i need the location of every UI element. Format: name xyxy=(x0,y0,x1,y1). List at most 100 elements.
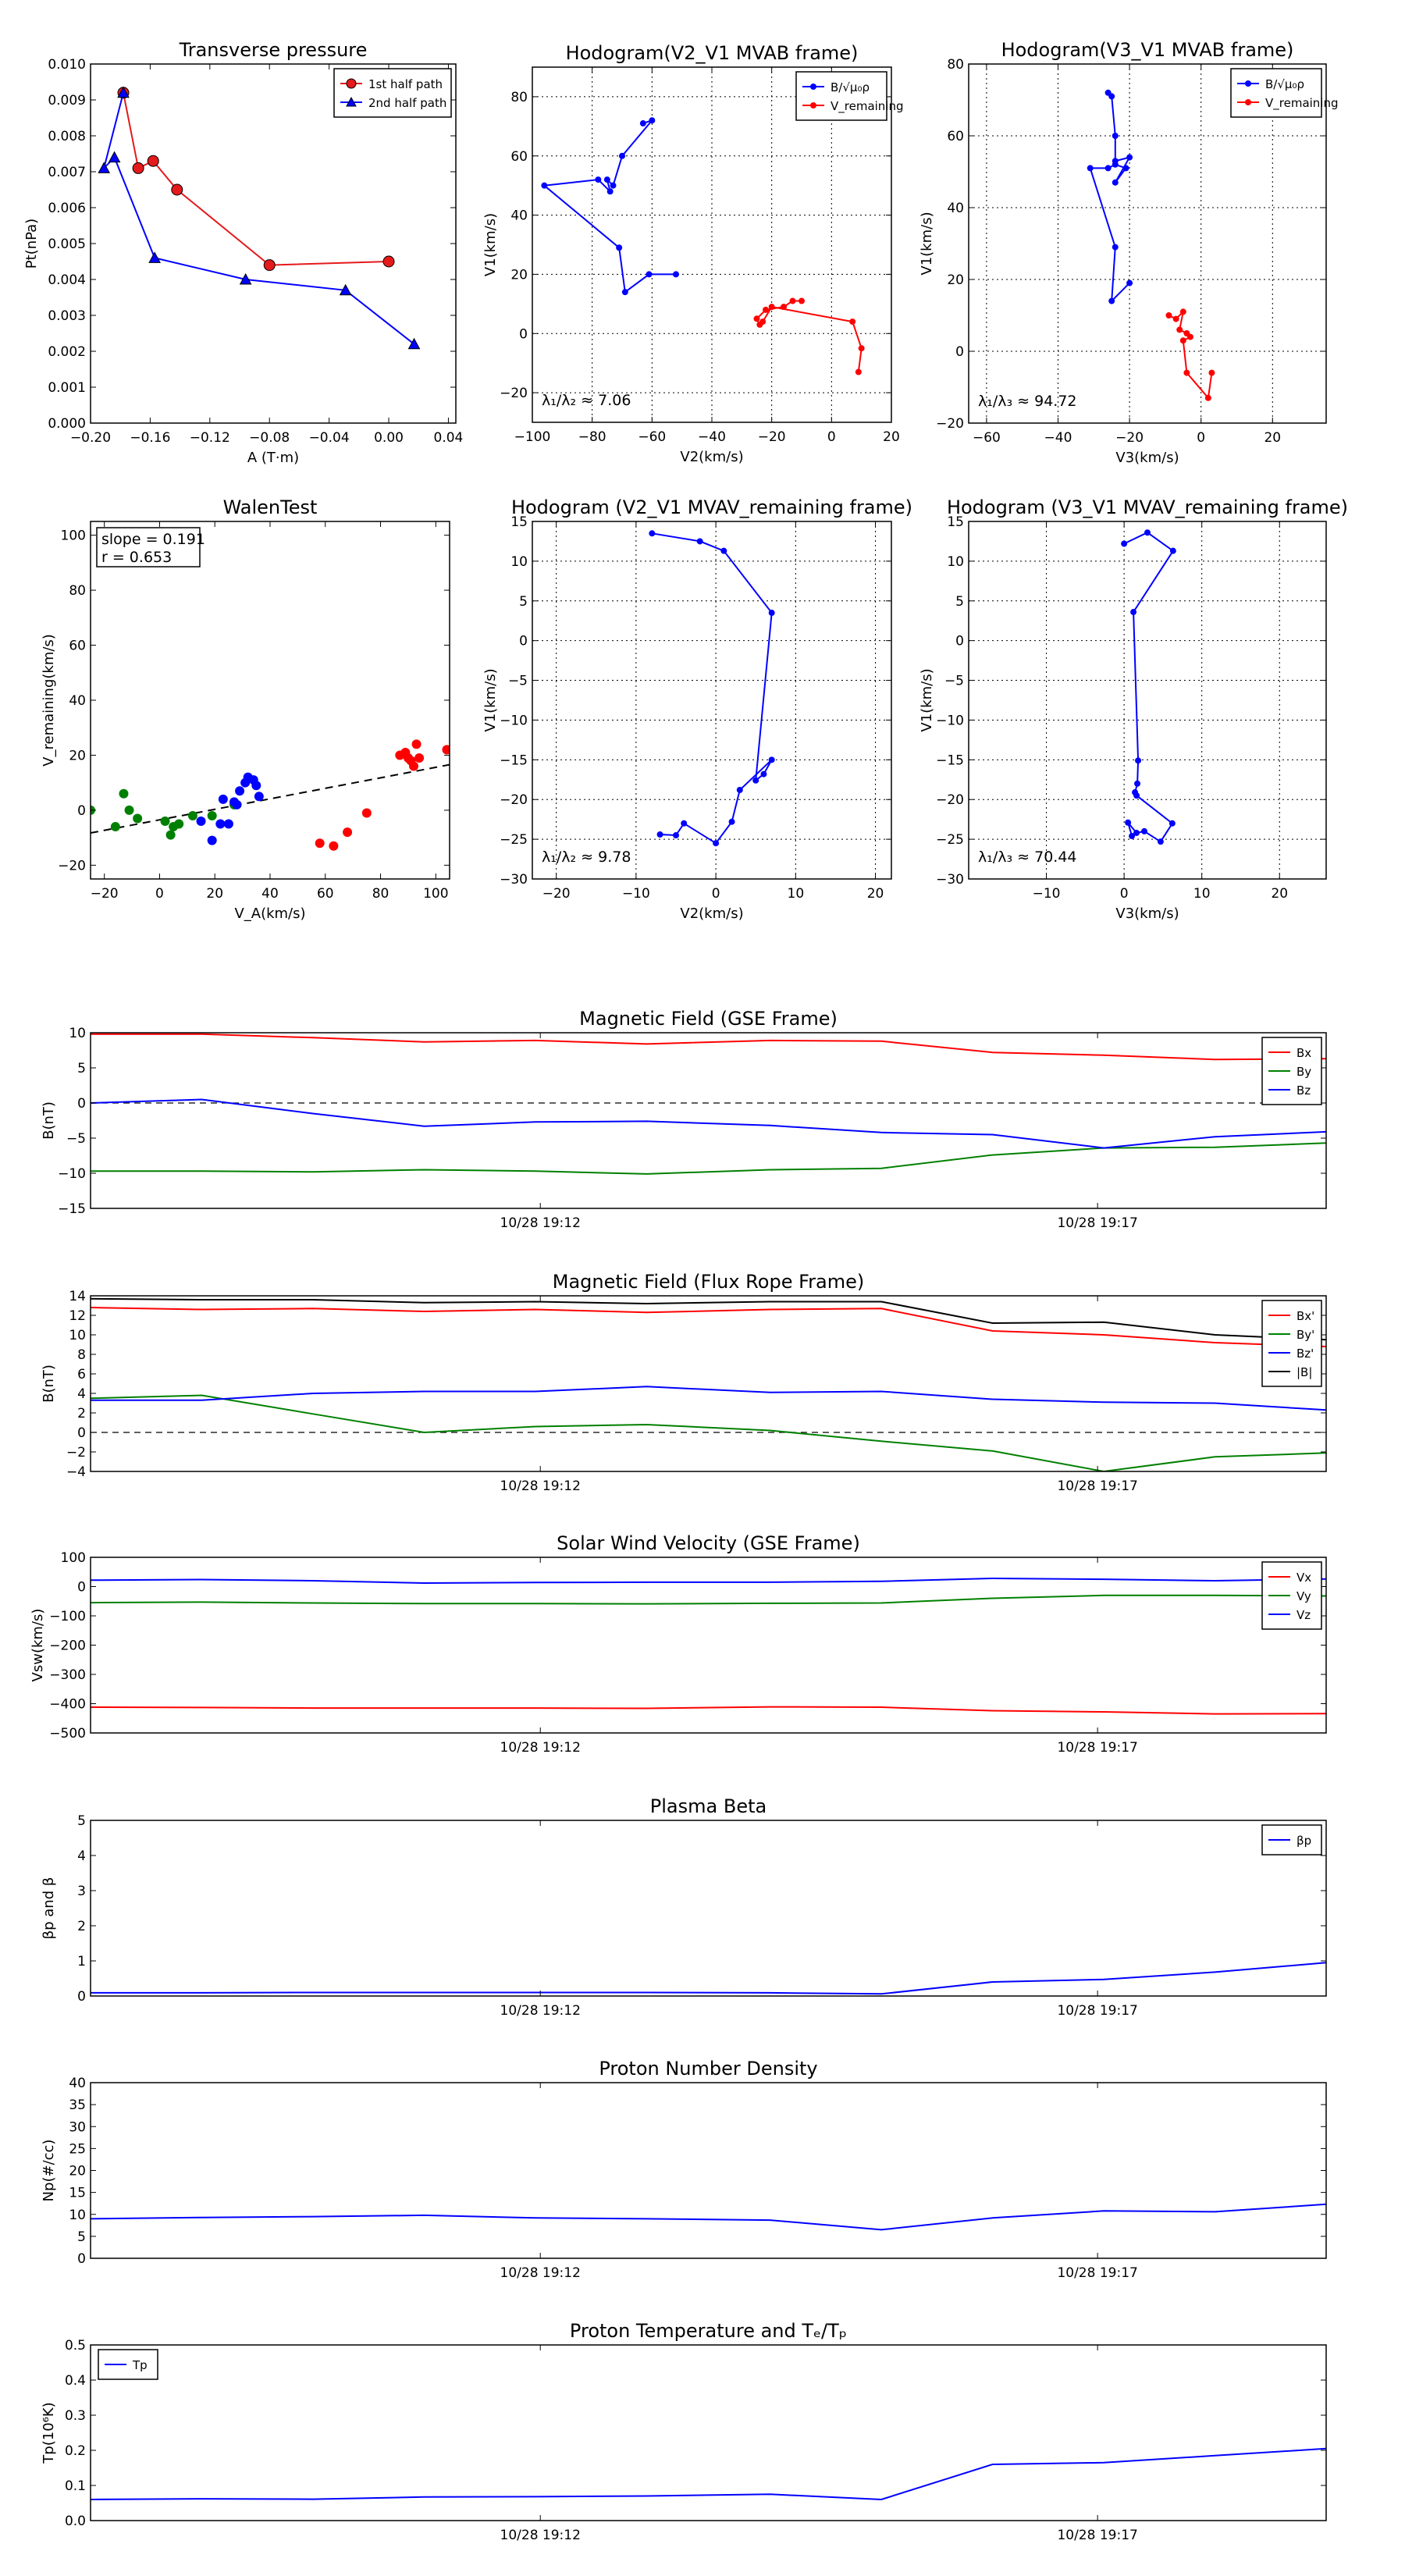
y-tick-label: 2 xyxy=(77,1406,86,1421)
series-line-0 xyxy=(1123,532,1175,843)
series-line-1sthalfpath xyxy=(123,92,389,266)
x-axis-label: A (T·m) xyxy=(247,450,299,466)
data-point xyxy=(1134,780,1141,787)
plot-frame xyxy=(90,521,450,880)
data-point xyxy=(1129,833,1136,840)
y-tick-label: 0.003 xyxy=(48,308,86,324)
y-tick-label: 0.1 xyxy=(65,2478,86,2494)
data-point xyxy=(713,840,720,847)
data-point xyxy=(119,788,129,799)
legend-label: B/√μ₀ρ xyxy=(1265,77,1304,91)
y-tick-label: 40 xyxy=(510,208,528,224)
ratio-annotation: λ₁/λ₂ ≈ 9.78 xyxy=(542,849,631,866)
data-point xyxy=(753,315,760,322)
y-tick-label: 0.2 xyxy=(65,2443,86,2459)
y-tick-label: 0.0 xyxy=(65,2514,86,2529)
data-point xyxy=(124,805,134,815)
x-tick-label: 0 xyxy=(1197,430,1205,446)
legend: B/√μ₀ρ V_remaining xyxy=(1230,68,1339,118)
data-point xyxy=(442,745,450,755)
y-tick-label: 0.007 xyxy=(48,165,86,180)
y-tick-label: 0 xyxy=(955,344,964,360)
data-point xyxy=(673,832,679,839)
x-tick-label: −0.20 xyxy=(70,430,111,446)
legend-label: Vz xyxy=(1297,1608,1311,1622)
y-tick-label: 0 xyxy=(519,326,528,342)
legend-marker xyxy=(1245,80,1251,87)
chart-h3: Hodogram (V2_V1 MVAV_remaining frame) −30… xyxy=(482,496,912,922)
legend-marker xyxy=(346,96,357,107)
data-point xyxy=(799,297,805,304)
y-tick-label: 0.004 xyxy=(48,272,86,288)
x-tick-label: 10/28 19:12 xyxy=(500,1478,581,1494)
data-point xyxy=(855,368,862,375)
plot-area xyxy=(91,1962,1326,1995)
x-tick-label: −0.08 xyxy=(249,430,290,446)
y-axis-label: Np(#/cc) xyxy=(41,2140,57,2202)
data-point xyxy=(789,297,796,304)
y-tick-label: −400 xyxy=(49,1697,86,1713)
data-point xyxy=(1112,179,1119,186)
x-tick-label: 60 xyxy=(317,886,334,902)
y-tick-label: 10 xyxy=(69,1328,86,1343)
y-tick-label: 15 xyxy=(947,514,964,530)
x-tick-label: 0 xyxy=(827,429,836,445)
x-tick-label: 40 xyxy=(261,886,279,902)
data-point xyxy=(1204,394,1211,401)
legend: Bx By Bz xyxy=(1261,1037,1322,1105)
x-tick-label: 20 xyxy=(883,429,900,445)
data-point xyxy=(239,272,252,285)
y-tick-label: −100 xyxy=(49,1609,86,1624)
chart-title: Hodogram(V3_V1 MVAB frame) xyxy=(1001,39,1294,61)
x-tick-label: 100 xyxy=(423,886,448,902)
data-point xyxy=(1112,133,1119,139)
chart-vsw: Solar Wind Velocity (GSE Frame) −500 −400 −… xyxy=(30,1532,1327,1756)
chart-title: Transverse pressure xyxy=(179,39,368,61)
data-point xyxy=(343,827,353,838)
data-point xyxy=(117,86,130,98)
data-point xyxy=(207,835,217,845)
data-point xyxy=(736,787,743,794)
y-tick-label: 8 xyxy=(77,1347,86,1363)
y-tick-label: 0 xyxy=(77,1580,86,1596)
y-tick-label: 0.5 xyxy=(65,2338,86,2354)
data-point xyxy=(768,304,775,311)
data-point xyxy=(1112,161,1119,168)
legend-label: Vx xyxy=(1297,1571,1311,1585)
legend-marker xyxy=(810,102,816,109)
data-point xyxy=(254,792,264,802)
legend-marker xyxy=(346,78,357,89)
y-tick-label: 0 xyxy=(955,634,964,649)
x-tick-label: 10/28 19:12 xyxy=(500,1740,581,1756)
data-point xyxy=(207,810,217,820)
y-tick-label: −500 xyxy=(49,1726,86,1742)
x-tick-label: −0.04 xyxy=(309,430,350,446)
series-line-by xyxy=(91,1142,1326,1175)
data-point xyxy=(1108,297,1115,304)
x-axis-label: V2(km/s) xyxy=(680,906,743,922)
plot-frame xyxy=(90,2082,1327,2259)
data-point xyxy=(619,152,625,159)
y-axis-label: V1(km/s) xyxy=(919,212,935,275)
chart-title: Magnetic Field (GSE Frame) xyxy=(579,1008,838,1030)
y-tick-label: 2 xyxy=(77,1919,86,1934)
data-point xyxy=(1144,529,1151,536)
y-tick-label: 0.009 xyxy=(48,93,86,109)
x-tick-label: −60 xyxy=(973,430,1001,446)
legend: Vx Vy Vz xyxy=(1261,1561,1322,1630)
chart-title: Proton Temperature and Tₑ/Tₚ xyxy=(570,2320,847,2342)
ratio-annotation: λ₁/λ₃ ≈ 70.44 xyxy=(978,849,1077,866)
data-point xyxy=(409,761,418,771)
y-tick-label: 40 xyxy=(69,693,86,709)
plot-frame xyxy=(90,63,457,424)
legend-label: V_remaining xyxy=(831,99,904,114)
y-tick-label: −30 xyxy=(936,872,964,888)
legend-label: 2nd half path xyxy=(368,96,446,110)
legend-marker xyxy=(810,84,816,90)
data-point xyxy=(1208,369,1215,376)
x-axis-label: V3(km/s) xyxy=(1115,906,1179,922)
x-tick-label: −10 xyxy=(622,886,650,902)
data-point xyxy=(1169,547,1176,554)
data-point xyxy=(339,283,352,296)
y-tick-label: −10 xyxy=(936,713,964,728)
